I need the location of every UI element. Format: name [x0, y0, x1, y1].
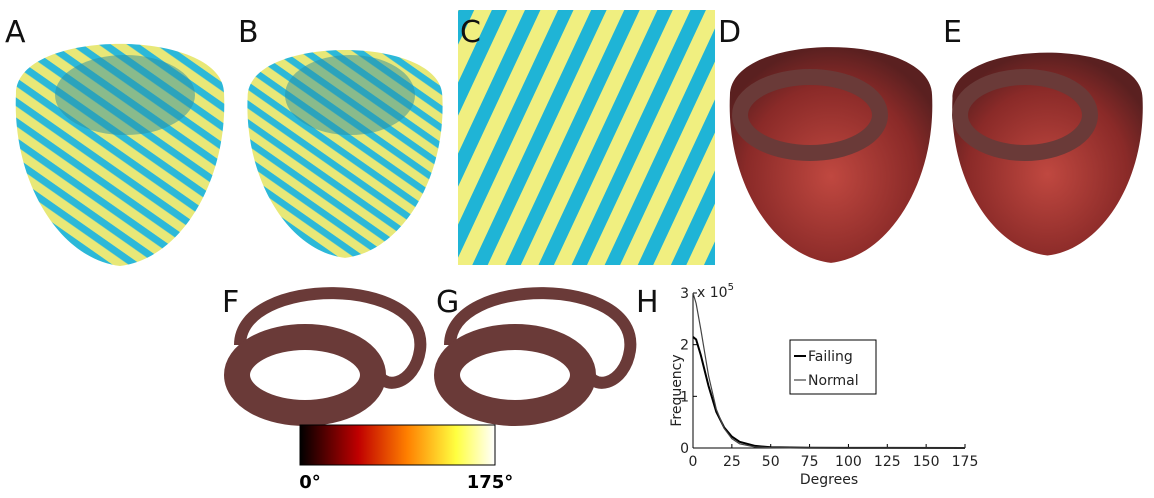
slice-f-ring: [224, 324, 386, 426]
panel-label: E: [943, 15, 962, 50]
panel-label: H: [636, 285, 659, 320]
y-tick-label: 2: [680, 338, 689, 354]
x-tick-label: 100: [835, 454, 862, 470]
x-tick-label: 0: [689, 454, 698, 470]
legend-label: Normal: [808, 373, 859, 389]
heart-b-cavity: [285, 55, 415, 135]
y-multiplier: x 105: [697, 282, 734, 301]
slice-f-outer: [234, 287, 427, 389]
slice-g-ring: [434, 324, 596, 426]
colorbar-max: 175°: [467, 472, 514, 493]
y-axis-label: Frequency: [669, 354, 685, 426]
x-tick-label: 50: [762, 454, 780, 470]
heart-e-ring: [952, 69, 1098, 161]
heart-d-ring: [732, 69, 888, 161]
x-tick-label: 150: [913, 454, 940, 470]
panel-label: D: [718, 15, 741, 50]
multiplier-base: x 10: [697, 285, 728, 301]
y-tick-label: 1: [680, 389, 689, 405]
colorbar-min: 0°: [299, 472, 321, 493]
multiplier-exponent: 5: [728, 282, 734, 293]
panel-label: G: [436, 285, 459, 320]
colorbar: [299, 424, 496, 466]
x-axis-label: Degrees: [800, 472, 858, 488]
x-tick-label: 125: [874, 454, 901, 470]
heart-a-cavity: [55, 55, 195, 135]
fiber-closeup: [458, 10, 715, 265]
panel-label: A: [5, 15, 26, 50]
slice-g-outer: [444, 287, 637, 389]
panel-label: B: [238, 15, 259, 50]
legend-box: [789, 339, 877, 395]
series-line: [692, 292, 966, 449]
y-tick-label: 0: [680, 441, 689, 457]
x-tick-label: 25: [723, 454, 741, 470]
panel-label: F: [222, 285, 239, 320]
legend-label: Failing: [808, 349, 853, 365]
panel-label: C: [460, 15, 481, 50]
x-tick-label: 75: [801, 454, 819, 470]
y-tick-label: 3: [680, 286, 689, 302]
x-tick-label: 175: [952, 454, 979, 470]
